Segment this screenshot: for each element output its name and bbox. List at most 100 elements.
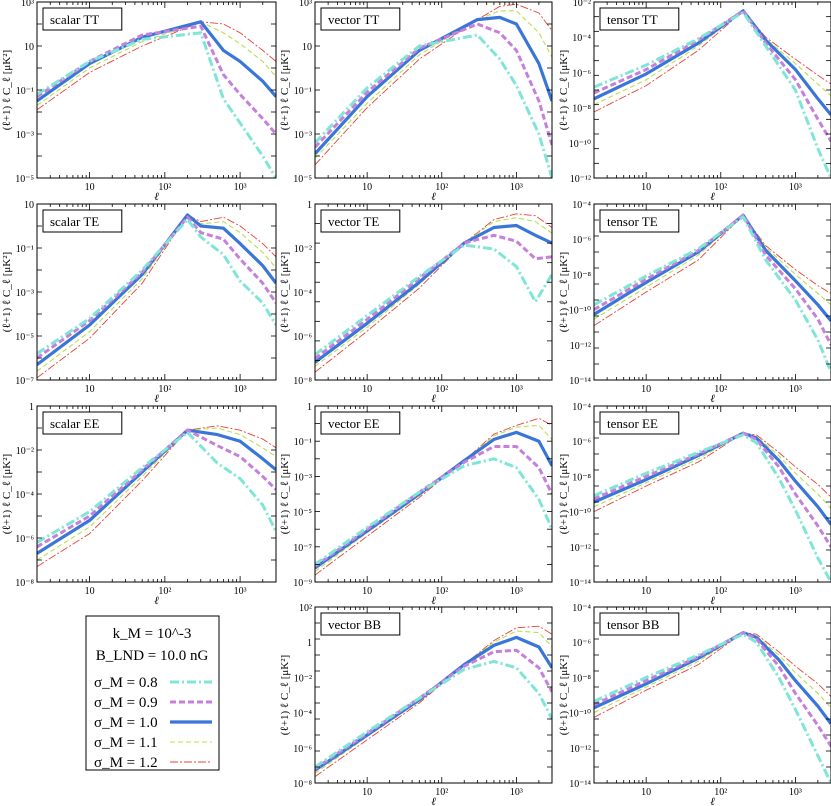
series-line-sigma-1 — [315, 430, 552, 570]
y-tick-label: 10⁻⁶ — [15, 534, 34, 545]
panel-title: scalar TE — [50, 214, 99, 229]
series-line-sigma-1.2 — [315, 213, 552, 373]
y-tick-label: 10⁻¹⁴ — [569, 376, 591, 387]
x-axis-label: ℓ — [154, 595, 159, 607]
series-line-sigma-1.2 — [594, 432, 831, 513]
y-tick-label: 10⁻⁴ — [15, 490, 34, 501]
series-line-sigma-1.1 — [315, 10, 552, 159]
x-tick-label: 10³ — [234, 182, 247, 193]
series-line-sigma-1.1 — [594, 632, 831, 714]
series-line-sigma-1.2 — [594, 214, 831, 326]
series-line-sigma-0.8 — [315, 659, 552, 769]
y-tick-label: 10⁻⁴ — [572, 33, 591, 44]
y-tick-label: 1 — [29, 402, 34, 413]
y-tick-label: 10⁻⁸ — [572, 673, 591, 684]
y-tick-label: 10⁻² — [294, 673, 312, 684]
panel-title: tensor EE — [607, 416, 658, 431]
panel-title: vector TE — [328, 214, 379, 229]
series-line-sigma-1.1 — [37, 21, 276, 106]
y-tick-label: 10⁻¹ — [16, 86, 34, 97]
x-tick-label: 10² — [714, 586, 727, 597]
y-tick-label: 10⁻² — [294, 244, 312, 255]
series-line-sigma-1 — [315, 15, 552, 155]
y-tick-label: 10⁻⁸ — [15, 578, 34, 589]
y-tick-label: 10⁻⁵ — [15, 332, 34, 343]
x-tick-label: 10 — [641, 586, 651, 597]
y-tick-label: 10⁻⁵ — [293, 508, 312, 519]
series-line-sigma-1.2 — [37, 21, 276, 111]
legend-entry-label: σ_M = 0.9 — [94, 695, 158, 711]
y-tick-label: 10⁻⁸ — [293, 376, 312, 387]
series-line-sigma-0.9 — [315, 233, 552, 360]
series-line-sigma-1.2 — [315, 625, 552, 777]
series-line-sigma-1 — [37, 213, 276, 366]
y-tick-label: 10⁻⁶ — [293, 332, 312, 343]
panel-title-box — [320, 612, 401, 636]
series-line-sigma-0.9 — [594, 631, 831, 747]
y-axis-label: (ℓ+1) ℓ C_ℓ [μK²] — [558, 50, 570, 130]
y-tick-label: 10⁻⁶ — [293, 744, 312, 755]
y-tick-label: 1 — [307, 200, 312, 211]
x-tick-label: 10² — [158, 182, 171, 193]
y-tick-label: 10⁻¹² — [570, 174, 591, 185]
legend-b-label: B_LND = 10.0 nG — [96, 648, 209, 664]
x-axis-label: ℓ — [431, 393, 436, 405]
series-line-sigma-1 — [37, 428, 276, 555]
series-line-sigma-1.2 — [315, 417, 552, 576]
y-tick-label: 10⁻⁶ — [572, 437, 591, 448]
panel-title-box — [42, 7, 123, 31]
x-tick-label: 10 — [641, 787, 651, 798]
panel-scalar-te: 10 10² 10³ ℓ 10⁻⁷ 10⁻⁵ 10⁻³ 10⁻¹ 10 (ℓ+1) ℓ C_ℓ [… — [1, 200, 277, 405]
plot-frame — [314, 203, 553, 381]
series-line-sigma-0.8 — [37, 430, 276, 544]
series-line-sigma-1.1 — [594, 432, 831, 509]
panel-tensor-te: 10 10² 10³ ℓ 10⁻¹⁴ 10⁻¹² 10⁻¹⁰ 10⁻⁸ 10⁻⁶ 10⁻⁴ (ℓ+1… — [558, 200, 831, 405]
series-line-sigma-0.9 — [315, 22, 552, 149]
x-axis-label: ℓ — [710, 393, 715, 405]
y-tick-label: 10⁻⁵ — [293, 174, 312, 185]
legend-k-label: k_M = 10^-3 — [113, 626, 192, 642]
y-tick-label: 10⁻⁵ — [15, 174, 34, 185]
panel-scalar-tt: 10 10² 10³ ℓ 10⁻⁵ 10⁻³ 10⁻¹ 10 10³ (ℓ+1) ℓ C_ℓ [μ… — [1, 0, 277, 203]
panel-title-box — [320, 411, 401, 435]
y-tick-label: 10⁻³ — [16, 288, 34, 299]
y-axis-label: (ℓ+1) ℓ C_ℓ [μK²] — [558, 252, 570, 332]
panel-title: vector TT — [328, 12, 379, 27]
y-tick-label: 10⁻⁸ — [572, 472, 591, 483]
series-line-sigma-0.8 — [594, 632, 831, 783]
plot-frame — [593, 606, 831, 784]
x-tick-label: 10 — [85, 182, 95, 193]
x-tick-label: 10² — [435, 384, 448, 395]
y-tick-label: 10⁻¹² — [570, 744, 591, 755]
y-tick-label: 10⁻¹⁰ — [569, 508, 591, 519]
panel-title-box — [42, 411, 123, 435]
y-tick-label: 10⁻² — [16, 446, 34, 457]
panel-title-box — [320, 7, 401, 31]
panel-tensor-ee: 10 10² 10³ ℓ 10⁻¹⁴ 10⁻¹² 10⁻¹⁰ 10⁻⁸ 10⁻⁶ 10⁻⁴ (ℓ+1… — [558, 402, 831, 607]
series-line-sigma-0.8 — [315, 457, 552, 566]
y-tick-label: 10⁻⁶ — [572, 638, 591, 649]
x-tick-label: 10² — [714, 384, 727, 395]
y-tick-label: 10⁻³ — [294, 130, 312, 141]
y-tick-label: 10⁻⁸ — [293, 779, 312, 790]
series-line-sigma-0.8 — [594, 433, 831, 582]
series-line-sigma-1.2 — [37, 214, 276, 379]
legend-box — [85, 615, 220, 771]
plot-frame — [593, 405, 831, 583]
series-line-sigma-0.9 — [594, 9, 831, 143]
y-tick-label: 10⁻⁴ — [293, 288, 312, 299]
y-tick-label: 10⁻¹ — [294, 437, 312, 448]
series-line-sigma-1.1 — [37, 427, 276, 561]
series-line-sigma-1 — [315, 635, 552, 772]
legend-entry-label: σ_M = 1.0 — [94, 715, 158, 731]
panel-title-box — [599, 209, 680, 233]
series-line-sigma-1.2 — [315, 3, 552, 166]
series-line-sigma-0.8 — [315, 243, 552, 356]
panel-title: tensor TE — [607, 214, 658, 229]
x-tick-label: 10² — [714, 182, 727, 193]
series-line-sigma-1.1 — [37, 214, 276, 372]
panel-vector-tt: 10 10² 10³ ℓ 10⁻⁵ 10⁻³ 10⁻¹ 10 10³ (ℓ+1) ℓ C_ℓ [μ… — [279, 0, 553, 203]
y-tick-label: 10⁻¹⁴ — [569, 779, 591, 790]
x-tick-label: 10² — [435, 182, 448, 193]
series-line-sigma-0.8 — [37, 217, 276, 355]
